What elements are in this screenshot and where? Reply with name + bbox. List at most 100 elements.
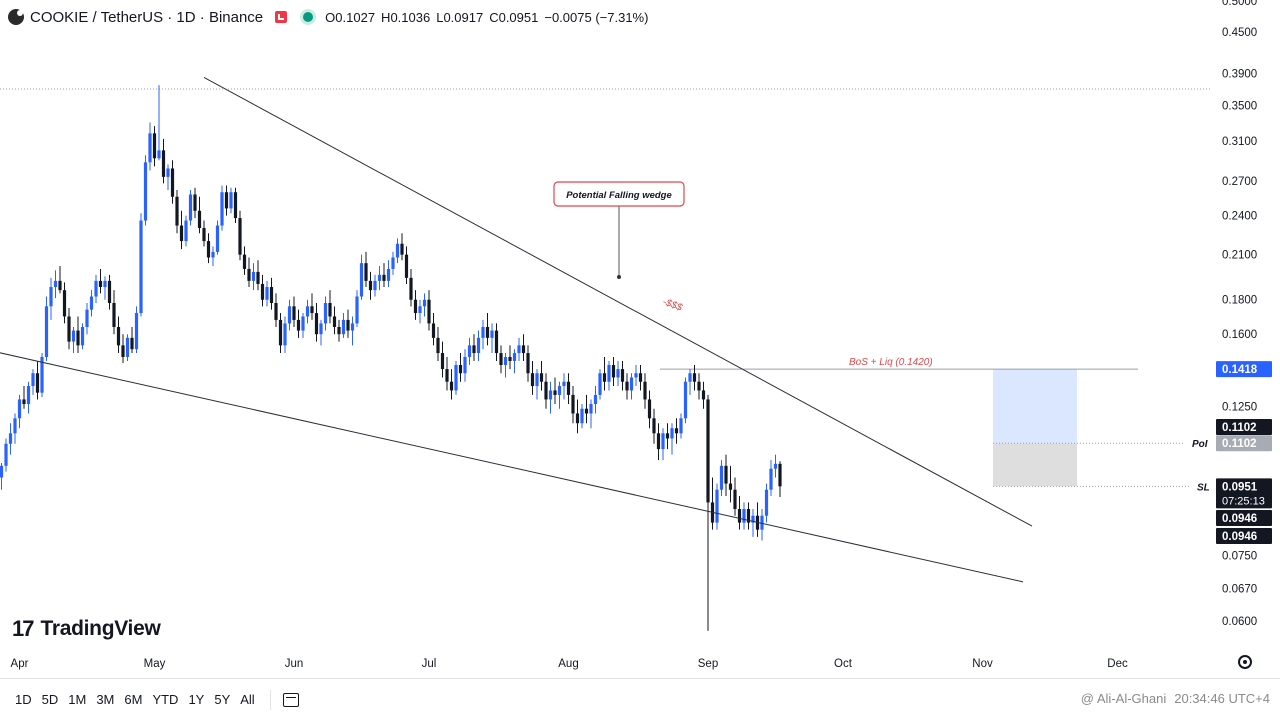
candle (323, 296, 328, 331)
flag-icon[interactable] (275, 11, 288, 23)
candle (202, 220, 206, 247)
timeframe-1y[interactable]: 1Y (183, 692, 209, 707)
timeframe-3m[interactable]: 3M (91, 692, 119, 707)
x-tick-label: Oct (834, 658, 853, 670)
annotations-layer: Potential Falling wedge -$$$ BoS + Liq (0.… (553, 181, 1210, 493)
price-chart[interactable]: Potential Falling wedge -$$$ BoS + Liq (0.… (0, 0, 1280, 678)
candle (449, 369, 454, 400)
y-tick-label: 0.1250 (1222, 401, 1257, 413)
y-tick-label: 0.2700 (1222, 176, 1257, 188)
timeframe-1d[interactable]: 1D (10, 692, 37, 707)
candle (769, 460, 773, 497)
price-badges: 0.1418 0.1102 0.1102 0.0951 07:25:13 0.0946 0.… (1216, 361, 1272, 544)
candle (472, 334, 476, 361)
candle (773, 454, 778, 478)
price-badge-poi: 0.1102 (1216, 435, 1272, 452)
clock[interactable]: 20:34:46 UTC+4 (1174, 691, 1270, 706)
trendline-wedge-upper[interactable] (203, 76, 1033, 527)
candle (463, 349, 467, 382)
y-tick-label: 0.5000 (1222, 0, 1257, 8)
candle (688, 369, 692, 395)
candle (188, 189, 193, 226)
candle (373, 274, 377, 297)
candle (134, 306, 139, 354)
candle (458, 353, 463, 382)
candle (103, 276, 107, 300)
wedge-callout[interactable]: Potential Falling wedge (553, 181, 685, 279)
svg-text:0.0946: 0.0946 (1222, 513, 1257, 525)
timeframe-all[interactable]: All (235, 692, 259, 707)
candle (611, 356, 616, 387)
stop-zone (993, 443, 1077, 487)
candle (193, 187, 197, 219)
trendlines-layer[interactable] (0, 76, 1033, 583)
candle (44, 296, 49, 361)
candle (427, 290, 431, 331)
candle (643, 373, 647, 409)
timeframe-1m[interactable]: 1M (63, 692, 91, 707)
tradingview-wordmark: TradingView (40, 617, 161, 640)
tradingview-logo[interactable]: 17 TradingView (12, 616, 161, 642)
candle (143, 155, 148, 226)
candle (211, 246, 215, 267)
candle (67, 307, 71, 350)
y-axis[interactable]: 0.5000 0.4500 0.3900 0.3500 0.3100 0.2700 0.24… (1222, 0, 1257, 628)
candle (557, 381, 562, 409)
candle (35, 360, 40, 400)
candle (490, 323, 494, 354)
candle (26, 381, 31, 414)
candle (593, 386, 598, 414)
bottom-toolbar: 1D 5D 1M 3M 6M YTD 1Y 5Y All @ Ali-Al-Ghani 20:3… (0, 678, 1280, 720)
x-tick-label: Aug (558, 658, 578, 670)
x-tick-label: Jun (285, 658, 304, 670)
candle (728, 465, 733, 503)
timeframe-5d[interactable]: 5D (37, 692, 64, 707)
sl-label: SL (1197, 482, 1210, 493)
candle (148, 122, 152, 171)
candle (409, 268, 413, 307)
candle (422, 293, 427, 317)
candle (359, 254, 364, 300)
candle (112, 290, 116, 335)
candle (548, 381, 553, 414)
candle (364, 251, 368, 288)
candle (49, 277, 53, 320)
candle (130, 326, 134, 354)
candle (661, 428, 665, 461)
timeframe-5y[interactable]: 5Y (209, 692, 235, 707)
candle (755, 502, 760, 537)
candle (152, 126, 157, 167)
svg-text:07:25:13: 07:25:13 (1222, 495, 1265, 507)
calendar-range-icon[interactable] (282, 692, 299, 707)
candle (566, 373, 571, 405)
x-axis[interactable]: Apr May Jun Jul Aug Sep Oct Nov Dec (11, 658, 1128, 670)
candle (184, 215, 188, 247)
candle (584, 394, 589, 424)
symbol-title[interactable]: COOKIE / TetherUS · 1D · Binance (30, 8, 264, 26)
candle (197, 196, 202, 234)
timeframe-ytd[interactable]: YTD (147, 692, 183, 707)
candle (575, 399, 580, 434)
candle (418, 299, 422, 324)
y-tick-label: 0.0750 (1222, 551, 1257, 563)
gear-icon[interactable] (1238, 655, 1252, 669)
candle (436, 326, 440, 361)
candle (683, 377, 688, 424)
low-value: 0.0917 (443, 9, 484, 25)
timeframe-6m[interactable]: 6M (119, 692, 147, 707)
candle (395, 238, 400, 264)
candle (701, 381, 706, 409)
candle (229, 187, 233, 214)
svg-text:0.1418: 0.1418 (1222, 364, 1258, 376)
candle (764, 483, 769, 523)
candle (215, 220, 220, 255)
candle (224, 185, 229, 216)
candle (431, 313, 436, 346)
candle (107, 274, 112, 310)
candle (4, 438, 8, 472)
candle (607, 360, 611, 391)
svg-text:0.1102: 0.1102 (1222, 438, 1257, 450)
trendline-wedge-lower[interactable] (0, 336, 1024, 583)
candle (499, 345, 503, 374)
candle (517, 337, 521, 361)
